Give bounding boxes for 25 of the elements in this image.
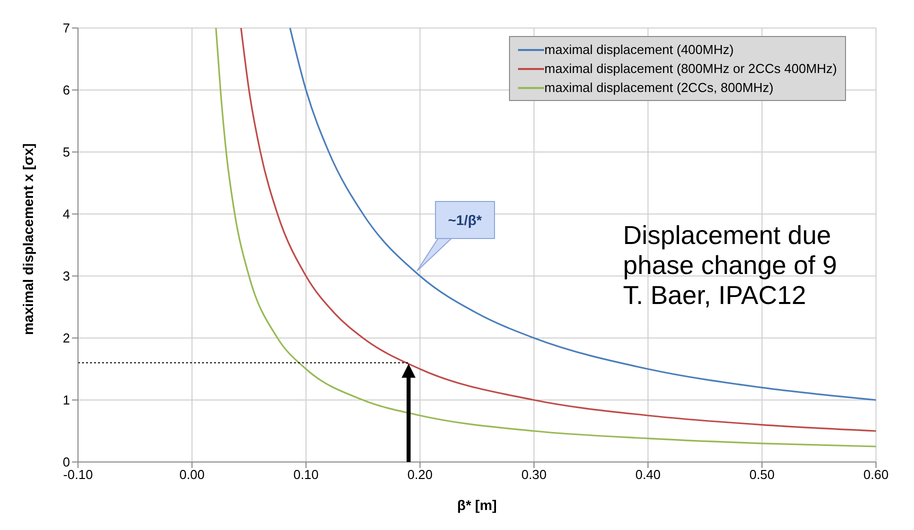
y-tick-label: 4 <box>62 206 70 222</box>
annotation: Displacement due <box>623 220 832 250</box>
x-tick-label: 0.40 <box>635 467 661 482</box>
annotation: phase change of 9 <box>623 250 837 280</box>
x-tick-label: 0.00 <box>179 467 205 482</box>
y-tick-label: 5 <box>62 144 70 160</box>
y-tick-label: 1 <box>62 392 70 408</box>
annotation: ~1/β* <box>435 201 495 239</box>
legend-label: maximal displacement (800MHz or 2CCs 400MHz) <box>544 60 837 78</box>
y-tick-label: 6 <box>62 82 70 98</box>
x-tick-label: -0.10 <box>63 467 93 482</box>
x-tick-label: 0.50 <box>749 467 775 482</box>
x-tick-label: 0.30 <box>521 467 547 482</box>
legend-label: maximal displacement (2CCs, 800MHz) <box>544 79 774 97</box>
y-tick-label: 3 <box>62 268 70 284</box>
y-axis-title: maximal displacement x [σx] <box>20 143 36 335</box>
y-tick-label: 2 <box>62 330 70 346</box>
x-tick-label: 0.10 <box>293 467 319 482</box>
y-tick-label: 7 <box>62 20 70 36</box>
annotation: T. Baer, IPAC12 <box>623 280 808 310</box>
x-tick-label: 0.60 <box>863 467 889 482</box>
y-tick-label: 0 <box>62 454 70 470</box>
x-tick-label: 0.20 <box>407 467 433 482</box>
x-axis-title: β* [m] <box>457 497 497 513</box>
legend-label: maximal displacement (400MHz) <box>544 41 734 59</box>
